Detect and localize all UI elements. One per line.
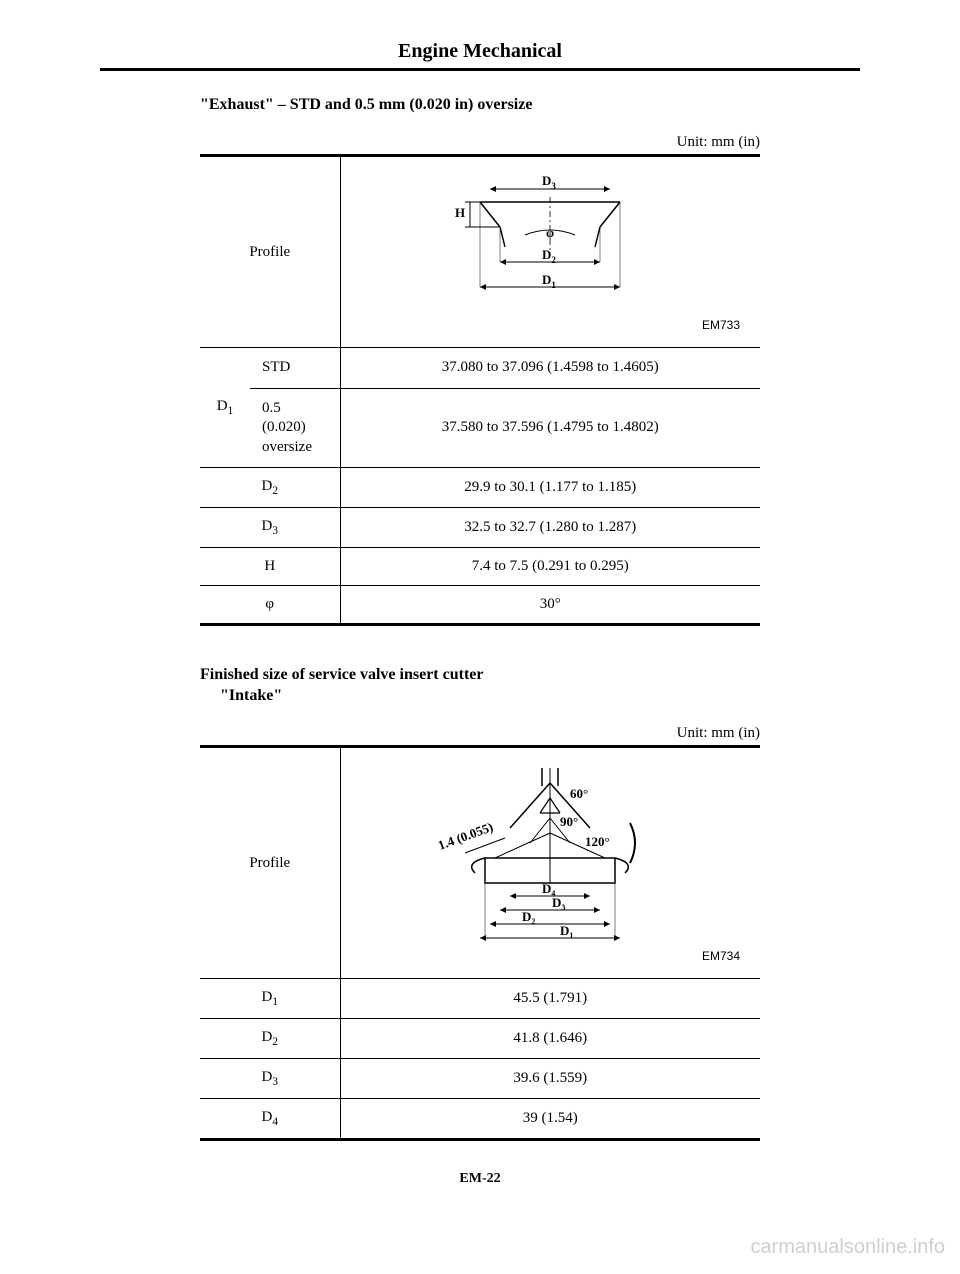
oversize-label: 0.5 (0.020) oversize xyxy=(250,388,340,468)
std-val: 37.080 to 37.096 (1.4598 to 1.4605) xyxy=(340,348,760,389)
profile-label-cell: Profile xyxy=(200,156,340,348)
section2-title: Finished size of service valve insert cu… xyxy=(200,666,860,684)
page-footer: EM-22 xyxy=(100,1171,860,1187)
intake-d1-val: 45.5 (1.791) xyxy=(340,979,760,1019)
table-intake: Profile xyxy=(200,745,760,1141)
profile-diagram-cell: H φ D3 D2 xyxy=(340,156,760,348)
profile-label-2: Profile xyxy=(200,747,340,979)
d1-rowlabel: D1 xyxy=(200,348,250,468)
svg-text:D2: D2 xyxy=(522,909,535,926)
svg-text:D3: D3 xyxy=(542,173,556,191)
svg-text:φ: φ xyxy=(546,225,554,240)
watermark: carmanualsonline.info xyxy=(750,1236,945,1259)
d3-val: 32.5 to 32.7 (1.280 to 1.287) xyxy=(340,508,760,548)
page-title: Engine Mechanical xyxy=(100,40,860,63)
svg-text:D1: D1 xyxy=(560,923,573,940)
intake-d4-val: 39 (1.54) xyxy=(340,1099,760,1140)
section1-title: "Exhaust" – STD and 0.5 mm (0.020 in) ov… xyxy=(200,96,860,114)
svg-text:90°: 90° xyxy=(560,814,578,829)
title-rule xyxy=(100,68,860,71)
section2-unit: Unit: mm (in) xyxy=(100,725,760,742)
intake-d2-val: 41.8 (1.646) xyxy=(340,1019,760,1059)
fig-code-2: EM734 xyxy=(702,949,740,963)
std-label: STD xyxy=(250,348,340,389)
intake-diagram-cell: 1.4 (0.055) 60° 90° 120° D4 D3 xyxy=(340,747,760,979)
svg-text:1.4 (0.055): 1.4 (0.055) xyxy=(436,819,495,853)
intake-d4-label: D4 xyxy=(200,1099,340,1140)
intake-d1-label: D1 xyxy=(200,979,340,1019)
table-exhaust: Profile H φ xyxy=(200,154,760,626)
d3-label: D3 xyxy=(200,508,340,548)
svg-text:120°: 120° xyxy=(585,834,610,849)
svg-text:D3: D3 xyxy=(552,895,565,912)
intake-d2-label: D2 xyxy=(200,1019,340,1059)
section1-unit: Unit: mm (in) xyxy=(100,134,760,151)
d2-val: 29.9 to 30.1 (1.177 to 1.185) xyxy=(340,468,760,508)
section2-subtitle: "Intake" xyxy=(220,687,860,705)
phi-label: φ xyxy=(200,586,340,625)
exhaust-profile-diagram: H φ D3 D2 xyxy=(410,167,690,337)
oversize-val: 37.580 to 37.596 (1.4795 to 1.4802) xyxy=(340,388,760,468)
intake-profile-diagram: 1.4 (0.055) 60° 90° 120° D4 D3 xyxy=(390,758,710,968)
d2-label: D2 xyxy=(200,468,340,508)
intake-d3-val: 39.6 (1.559) xyxy=(340,1059,760,1099)
svg-text:H: H xyxy=(455,205,465,220)
h-label: H xyxy=(200,548,340,586)
phi-val: 30° xyxy=(340,586,760,625)
h-val: 7.4 to 7.5 (0.291 to 0.295) xyxy=(340,548,760,586)
fig-code-1: EM733 xyxy=(702,318,740,332)
intake-d3-label: D3 xyxy=(200,1059,340,1099)
svg-text:60°: 60° xyxy=(570,786,588,801)
